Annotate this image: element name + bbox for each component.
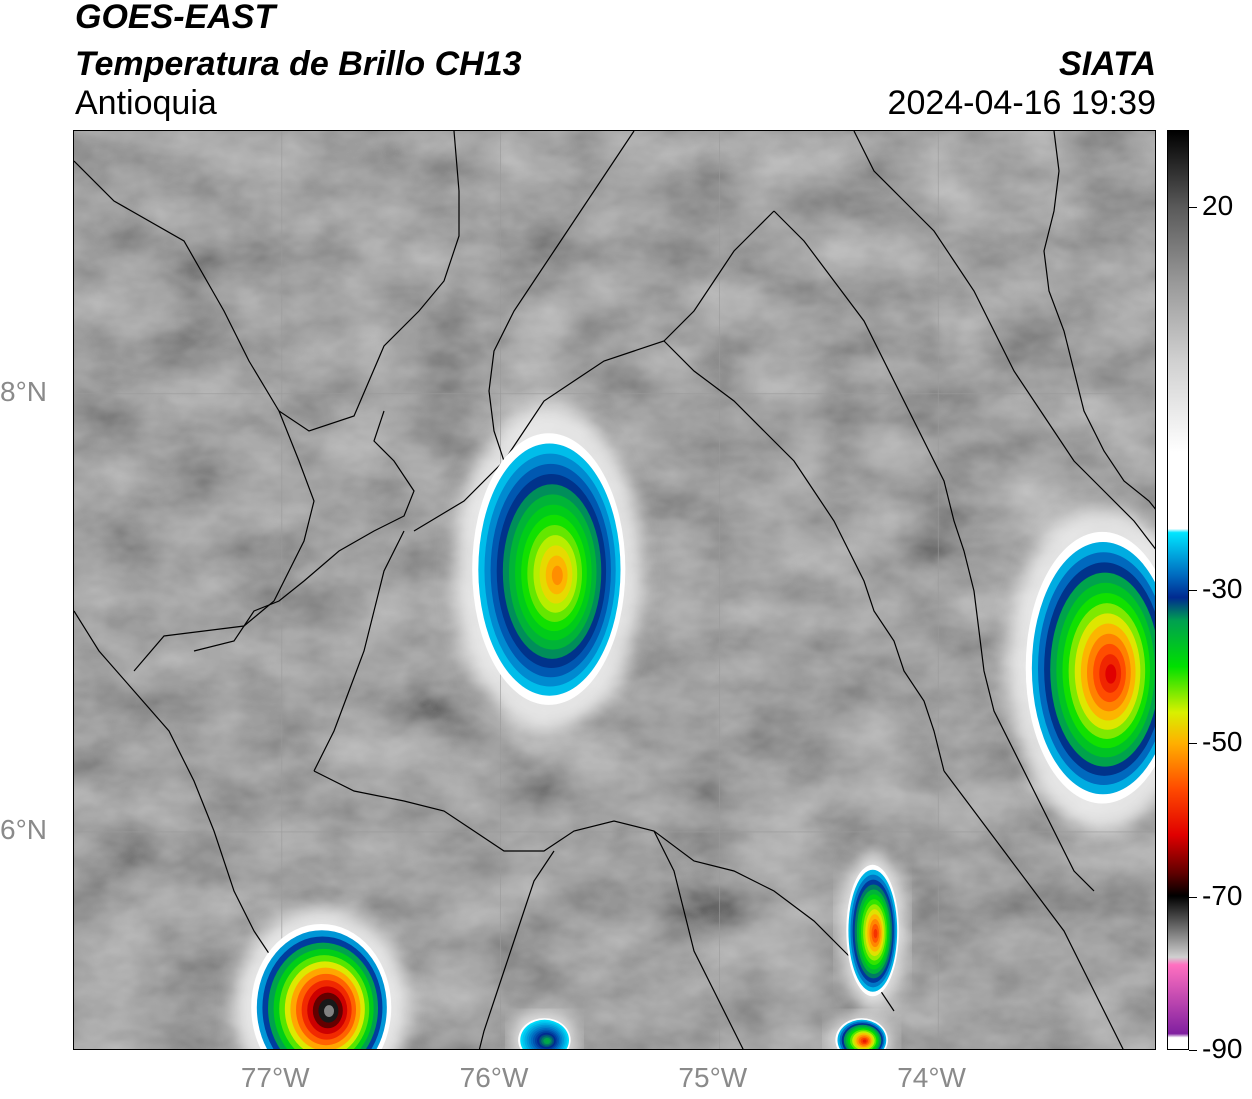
coastline-caribbean bbox=[74, 131, 460, 432]
temperature-contour bbox=[1105, 664, 1117, 684]
satellite-title: GOES-EAST bbox=[75, 0, 276, 36]
border-antioquia-west bbox=[313, 530, 405, 772]
border-venezuela bbox=[1043, 131, 1155, 510]
cell-south-small-1 bbox=[835, 1018, 888, 1049]
map-canvas bbox=[74, 131, 1155, 1049]
border-santander bbox=[773, 210, 1095, 892]
border-choco-antioquia bbox=[193, 410, 415, 652]
coastline-uraba-gulf bbox=[133, 410, 315, 672]
temperature-contour bbox=[324, 1005, 335, 1018]
storm-cells-layer bbox=[251, 433, 1155, 1049]
temperature-colorbar bbox=[1167, 130, 1189, 1050]
colorbar-tick-label: -30 bbox=[1202, 573, 1243, 604]
border-bolivar-cesar bbox=[853, 131, 1155, 550]
cell-east-santander bbox=[1025, 531, 1155, 804]
longitude-tick-label: 74°W bbox=[897, 1062, 966, 1093]
colorbar-tick bbox=[1189, 590, 1197, 591]
agency-label: SIATA bbox=[1059, 45, 1156, 83]
temperature-contour bbox=[545, 1039, 550, 1043]
colorbar-tick-label: -70 bbox=[1202, 879, 1243, 911]
cell-south-small-2 bbox=[518, 1018, 571, 1049]
colorbar-tick-label: 20 bbox=[1202, 189, 1234, 221]
border-sucre-cordoba bbox=[488, 131, 635, 462]
latitude-tick-label: 8°N bbox=[0, 375, 47, 407]
temperature-contour bbox=[873, 928, 878, 939]
colorbar-tick-label: -90 bbox=[1202, 1033, 1243, 1064]
border-antioquia-south bbox=[313, 770, 895, 1012]
border-antioquia-east bbox=[663, 340, 945, 772]
cell-choco-south bbox=[251, 923, 392, 1049]
colorbar-tick bbox=[1189, 743, 1197, 745]
datetime-label: 2024-04-16 19:39 bbox=[887, 84, 1156, 122]
border-caldas-risaralda bbox=[478, 850, 555, 1049]
border-caldas-tolima bbox=[653, 830, 744, 1049]
latitude-tick-label: 6°N bbox=[0, 813, 47, 845]
border-boyaca bbox=[943, 770, 1124, 1049]
cell-central-antioquia bbox=[472, 433, 626, 705]
temperature-contour bbox=[862, 1039, 867, 1043]
colorbar-tick-label: -50 bbox=[1202, 726, 1243, 758]
colorbar-tick bbox=[1189, 896, 1197, 898]
region-label: Antioquia bbox=[75, 84, 217, 122]
cell-magdalena-medio bbox=[846, 864, 899, 997]
colorbar-tick bbox=[1189, 206, 1197, 208]
product-title: Temperatura de Brillo CH13 bbox=[75, 45, 522, 83]
temperature-contour bbox=[551, 565, 563, 586]
longitude-tick-label: 76°W bbox=[459, 1062, 529, 1093]
longitude-tick-label: 77°W bbox=[240, 1062, 310, 1093]
longitude-tick-label: 75°W bbox=[678, 1062, 748, 1093]
brightness-temperature-map[interactable] bbox=[73, 130, 1156, 1050]
colorbar-tick bbox=[1189, 1050, 1197, 1051]
